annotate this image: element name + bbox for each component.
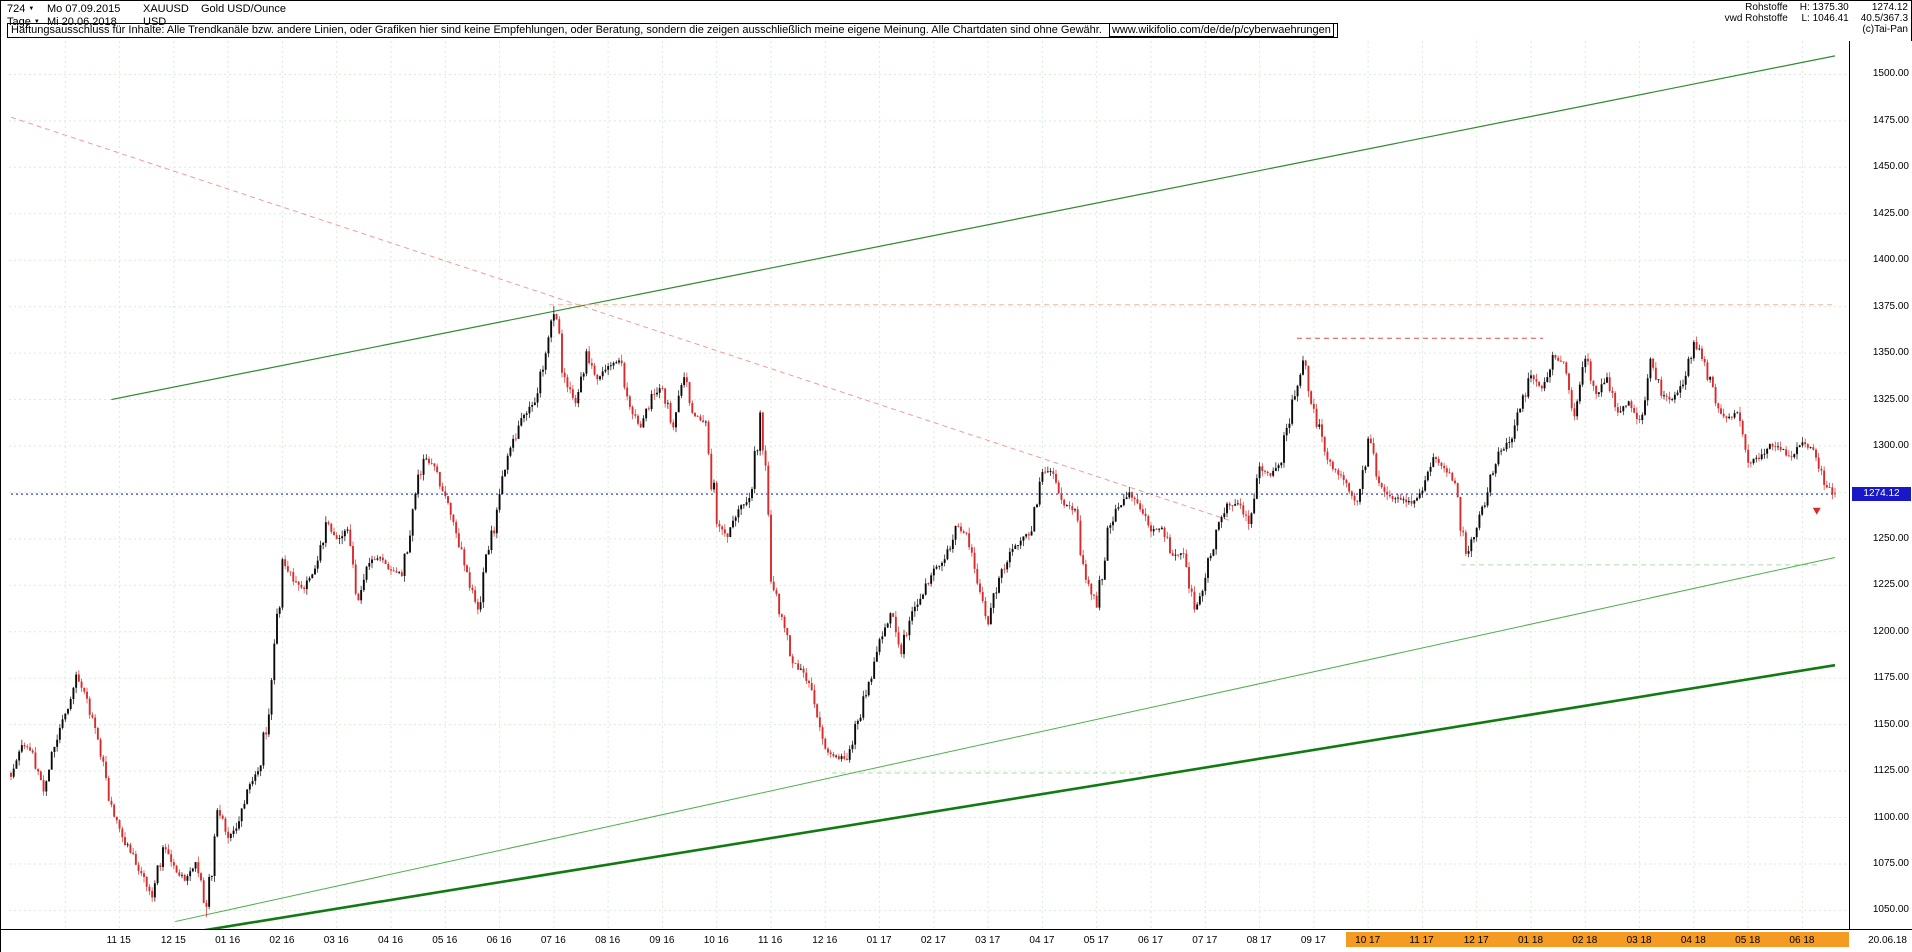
price-axis-label: 1125.00 xyxy=(1873,765,1909,777)
price-axis-label: 1400.00 xyxy=(1872,254,1909,266)
price-axis-label: 1175.00 xyxy=(1873,672,1909,684)
instrument-title: Gold USD/Ounce xyxy=(201,2,286,15)
category-label: Rohstoffe xyxy=(1745,2,1788,13)
current-price-tag: 1274.12 xyxy=(1852,487,1911,502)
price-axis-label: 1425.00 xyxy=(1872,207,1909,219)
gridlines xyxy=(9,41,1849,929)
time-axis-label: 10 16 xyxy=(703,935,729,946)
last-price-value: 1274.12 xyxy=(1871,2,1908,13)
price-axis-label: 1100.00 xyxy=(1873,811,1909,823)
price-axis-label: 1250.00 xyxy=(1872,532,1909,544)
price-axis-label: 1225.00 xyxy=(1872,579,1909,591)
chart-svg xyxy=(9,41,1849,929)
disclaimer-link: www.wikifolio.com/de/de/p/cyberwaehrunge… xyxy=(1108,23,1334,37)
chart-canvas[interactable] xyxy=(9,41,1849,929)
period-selector[interactable]: 724 ▼ xyxy=(7,3,47,15)
time-axis-label: 08 17 xyxy=(1246,935,1272,946)
time-axis-label: 11 17 xyxy=(1409,935,1434,946)
time-axis-label: 12 17 xyxy=(1463,935,1489,946)
price-axis-label: 1500.00 xyxy=(1872,68,1909,80)
ascending-support-thin-line[interactable] xyxy=(175,556,1836,923)
candle-bodies-up xyxy=(12,314,1812,907)
time-axis-label: 05 17 xyxy=(1083,935,1109,946)
low-value: L: 1046.41 xyxy=(1801,13,1849,24)
time-axis-label: 02 16 xyxy=(269,935,295,946)
price-axis-label: 1475.00 xyxy=(1872,114,1909,126)
time-axis-label: 05 16 xyxy=(432,935,458,946)
time-axis-label: 01 17 xyxy=(866,935,892,946)
dropdown-arrow-icon: ▼ xyxy=(28,5,35,12)
price-axis-label: 1450.00 xyxy=(1872,161,1909,173)
start-date: Mo 07.09.2015 xyxy=(47,2,121,15)
candle-wicks-down xyxy=(10,313,1836,918)
dropdown-arrow-icon: ▼ xyxy=(33,18,40,25)
price-axis-label: 1150.00 xyxy=(1873,718,1909,730)
price-axis-label: 1375.00 xyxy=(1872,300,1909,312)
time-axis-label: 11 15 xyxy=(106,935,131,946)
time-axis-label: 06 18 xyxy=(1789,935,1815,946)
end-date: Mi 20.06.2018 xyxy=(47,15,117,28)
price-axis-label: 1200.00 xyxy=(1872,625,1909,637)
disclaimer-text: Haftungsausschluss für Inhalte: Alle Tre… xyxy=(11,24,1102,36)
copyright-label: (c)Tai-Pan xyxy=(1862,24,1908,35)
time-axis-label: 09 17 xyxy=(1300,935,1326,946)
axis-highlight-strip xyxy=(1346,932,1849,947)
time-axis-label: 06 17 xyxy=(1138,935,1164,946)
time-axis-label: 03 17 xyxy=(975,935,1001,946)
axis-end-date: 20.06.18 xyxy=(1865,935,1907,946)
ascending-support-thick-line[interactable] xyxy=(120,663,1836,929)
currency-label: USD xyxy=(143,15,167,28)
descending-trendline[interactable] xyxy=(10,116,1230,521)
symbol-label: XAUUSD xyxy=(143,2,189,15)
time-axis-label: 01 18 xyxy=(1518,935,1544,946)
time-axis: 11 15 12 15 01 16 02 16 03 16 04 16 05 16 06 16… xyxy=(1,929,1912,952)
price-axis-label: 1050.00 xyxy=(1872,904,1909,916)
timeframe-selector[interactable]: Tage ▼ xyxy=(7,16,47,28)
time-axis-label: 04 18 xyxy=(1680,935,1706,946)
time-axis-label: 09 16 xyxy=(649,935,675,946)
time-axis-label: 12 16 xyxy=(812,935,838,946)
price-axis-label: 1325.00 xyxy=(1872,393,1909,405)
price-axis: 1050.00 1075.00 1100.00 1125.00 1150.00 1175.… xyxy=(1849,41,1912,929)
range-info-value: 40.5/367.3 xyxy=(1860,13,1908,24)
time-axis-label: 08 16 xyxy=(595,935,621,946)
time-axis-label: 04 16 xyxy=(378,935,404,946)
quote-info-panel: Rohstoffe vwd Rohstoffe H: 1375.30 L: 10… xyxy=(1725,2,1908,35)
price-axis-label: 1075.00 xyxy=(1872,857,1909,869)
provider-label: vwd Rohstoffe xyxy=(1724,13,1788,24)
time-axis-label: 05 18 xyxy=(1735,935,1761,946)
time-axis-label: 03 16 xyxy=(323,935,349,946)
time-axis-label: 10 17 xyxy=(1355,935,1381,946)
price-axis-label: 1350.00 xyxy=(1872,347,1909,359)
time-axis-label: 11 16 xyxy=(758,935,783,946)
time-axis-label: 01 16 xyxy=(215,935,241,946)
time-axis-label: 03 18 xyxy=(1626,935,1652,946)
time-axis-label: 12 15 xyxy=(160,935,186,946)
timeframe-value: Tage xyxy=(7,15,31,28)
time-axis-label: 07 17 xyxy=(1192,935,1218,946)
ascending-channel-upper-line[interactable] xyxy=(111,55,1836,401)
time-axis-label: 02 17 xyxy=(920,935,946,946)
time-axis-label: 07 16 xyxy=(540,935,566,946)
disclaimer: Haftungsausschluss für Inhalte: Alle Tre… xyxy=(7,23,1338,38)
time-axis-label: 06 16 xyxy=(486,935,512,946)
candle-bodies-down xyxy=(10,314,1836,907)
time-axis-label: 04 17 xyxy=(1029,935,1055,946)
candle-wicks-up xyxy=(13,306,1811,910)
time-axis-label: 02 18 xyxy=(1572,935,1598,946)
period-value: 724 xyxy=(7,2,26,15)
last-price-arrow xyxy=(1812,507,1821,515)
header-left: 724 ▼ Mo 07.09.2015 XAUUSD Gold USD/Ounc… xyxy=(7,2,286,28)
price-axis-label: 1300.00 xyxy=(1872,439,1909,451)
high-value: H: 1375.30 xyxy=(1799,2,1849,13)
